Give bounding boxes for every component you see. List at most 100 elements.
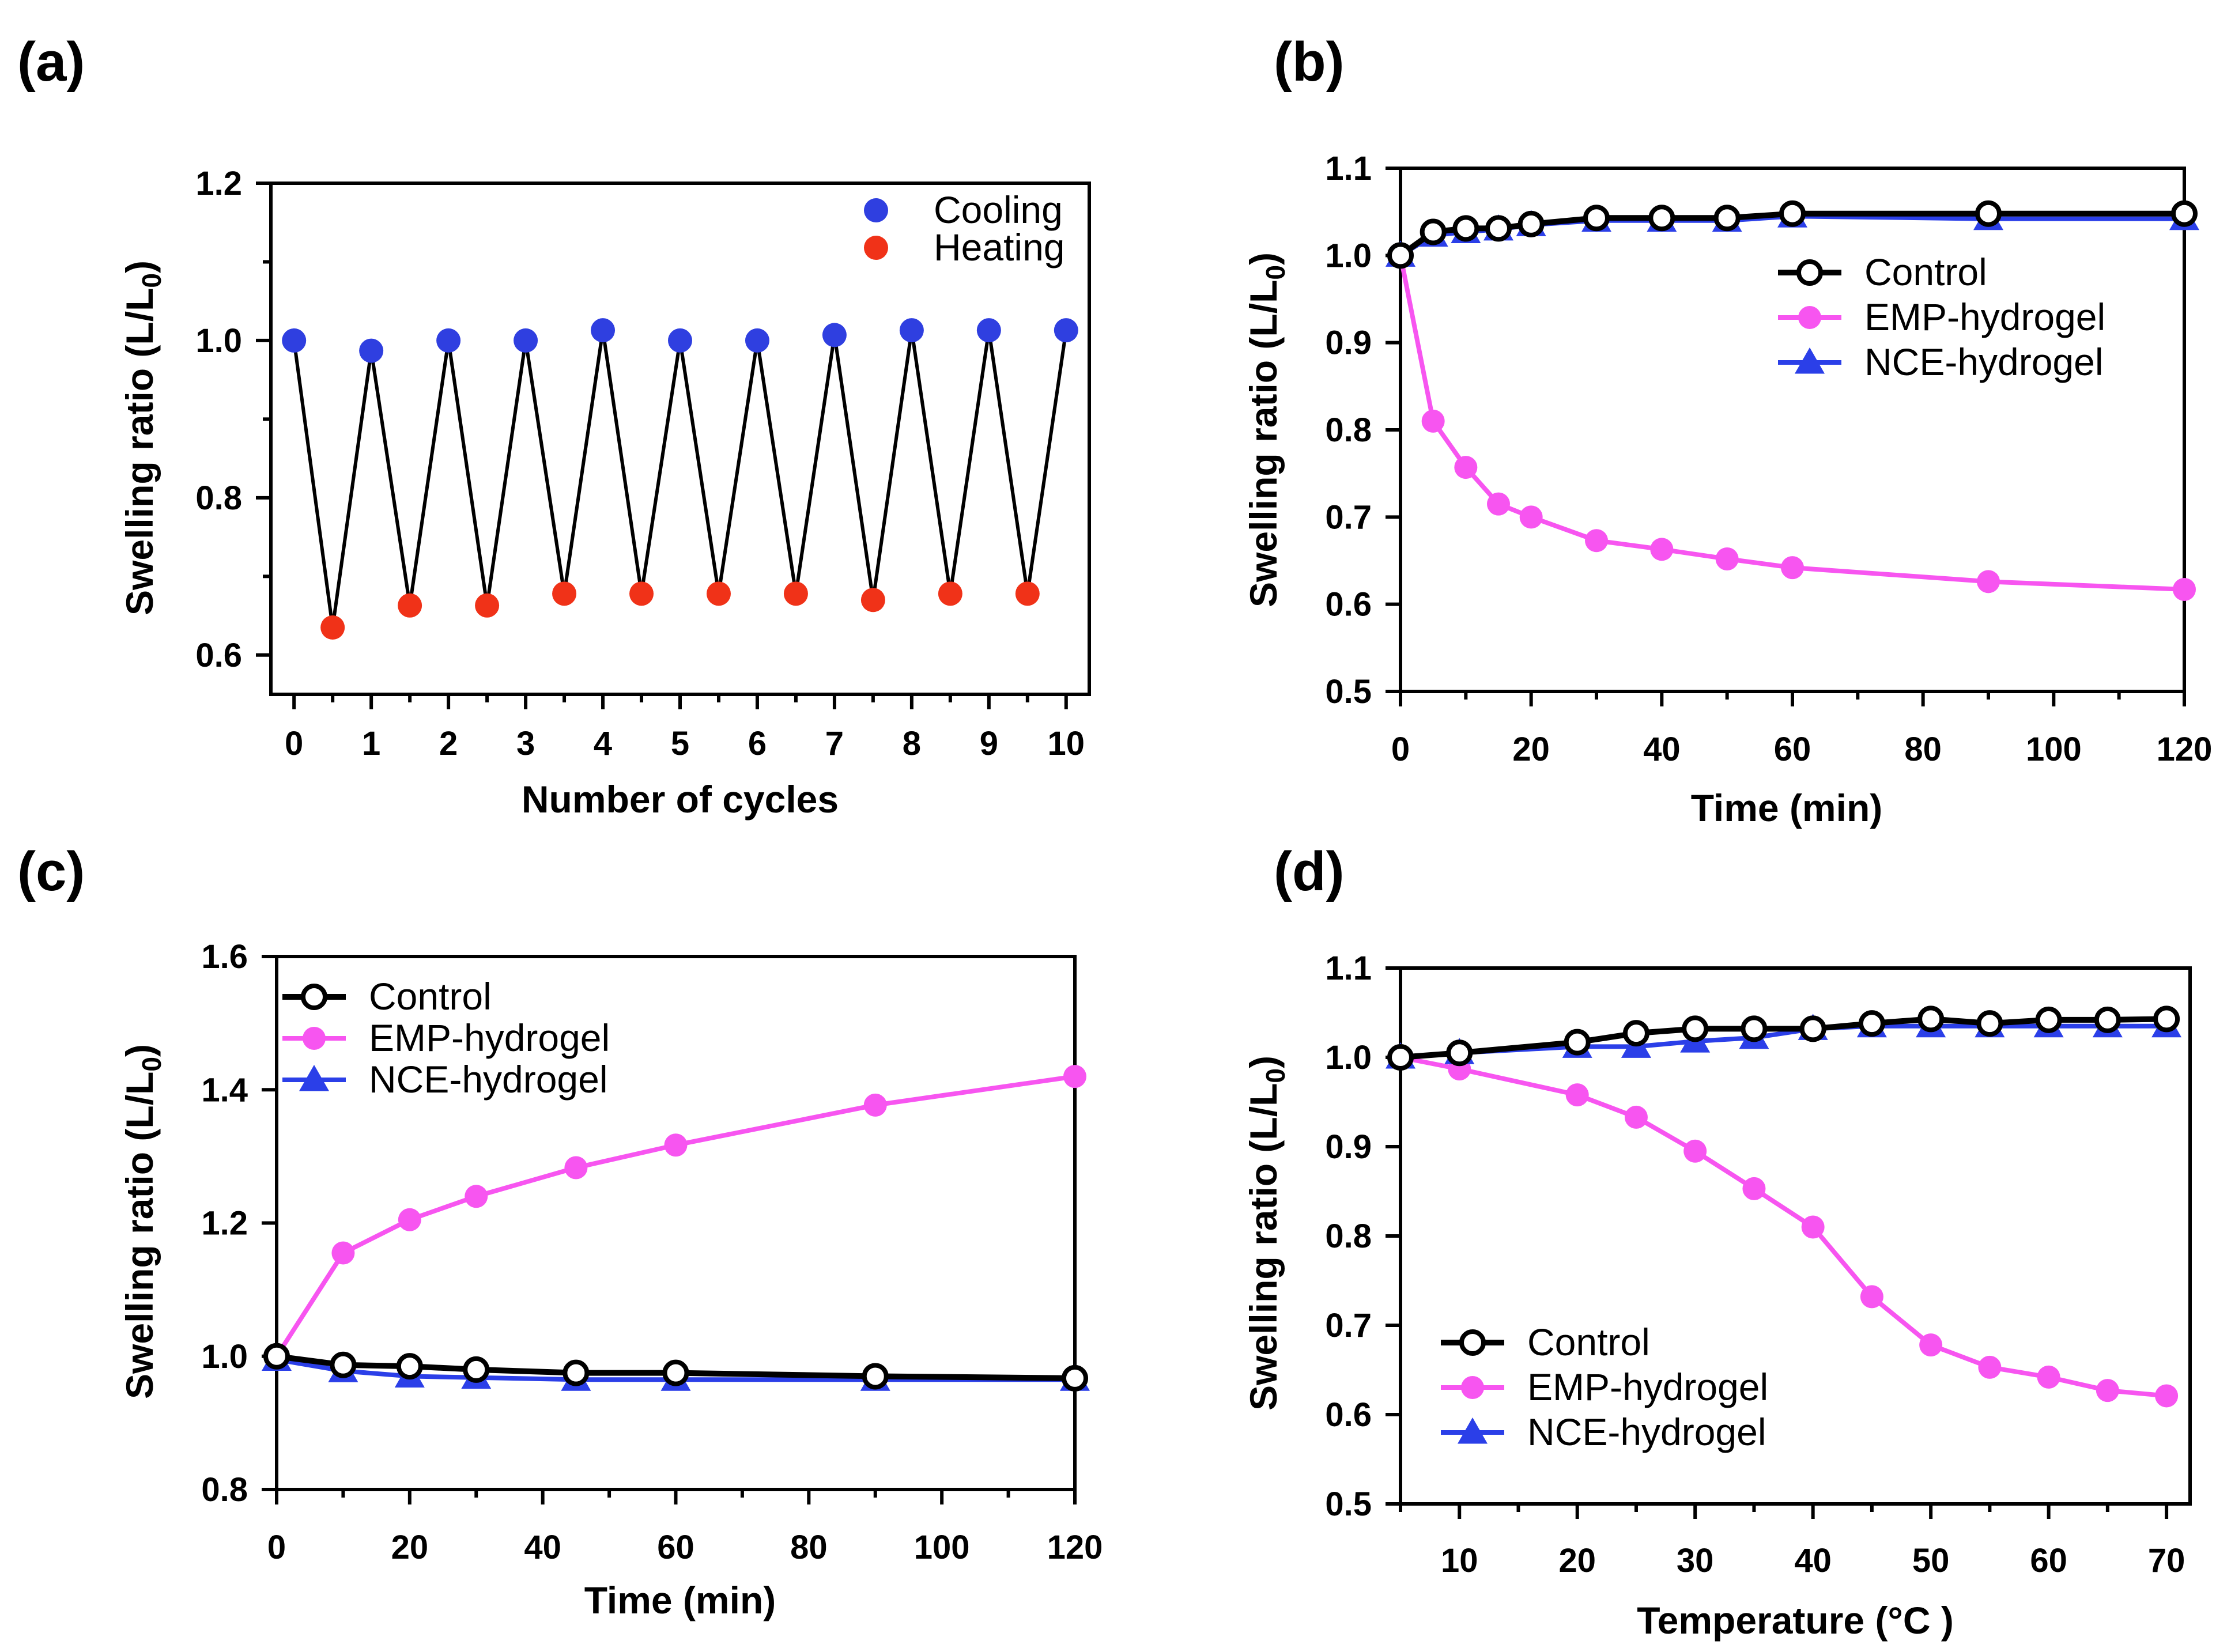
heating-point [552, 581, 577, 606]
emp-hydrogel-point [1421, 409, 1445, 433]
panel-label: (b) [1274, 31, 1345, 93]
emp-hydrogel-point [1624, 1105, 1648, 1129]
control-point [1387, 1044, 1414, 1071]
emp-hydrogel-line [274, 1074, 1075, 1358]
y-tick-label: 1.4 [201, 1071, 248, 1109]
control-point [1583, 205, 1610, 232]
emp-hydrogel-point [1519, 505, 1543, 529]
cooling-point [745, 328, 769, 353]
heating-point [860, 588, 885, 613]
panel-a: (a) 0 1 2 3 4 5 6 7 8 9 10 0.6 0.8 1.0 1.2 Swelling rati… [17, 31, 1091, 821]
x-tick-label: 70 [2148, 1542, 2185, 1579]
heating-point [783, 581, 808, 606]
x-tick-label: 3 [516, 725, 535, 762]
panel-label: (a) [17, 31, 85, 93]
legend-control-label: Control [369, 975, 492, 1018]
x-tick-label: 40 [1643, 731, 1681, 768]
control-point [1517, 210, 1545, 237]
emp-hydrogel-point [398, 1208, 421, 1231]
y-tick-label: 1.6 [201, 938, 248, 976]
x-tick-label: 6 [748, 725, 767, 762]
x-tick-label: 0 [1391, 731, 1410, 768]
control-point [1420, 218, 1447, 245]
x-tick-label: 30 [1677, 1542, 1714, 1579]
x-tick-label: 0 [267, 1529, 286, 1566]
panel-label: (d) [1274, 841, 1345, 902]
x-tick-label: 120 [2157, 731, 2213, 768]
heating-point [475, 593, 500, 618]
emp-hydrogel-point [1487, 492, 1510, 516]
heating-point [1015, 581, 1040, 606]
emp-hydrogel-point [1978, 1355, 2002, 1379]
emp-hydrogel-point [564, 1156, 588, 1180]
x-axis-title: Temperature (°C ) [1637, 1599, 1954, 1642]
control-point [1779, 200, 1806, 227]
y-tick-label: 0.7 [1325, 1307, 1372, 1344]
emp-hydrogel-point [2037, 1365, 2060, 1389]
x-tick-label: 60 [2030, 1542, 2067, 1579]
x-tick-label: 5 [671, 725, 689, 762]
emp-hydrogel-point [1801, 1215, 1825, 1239]
emp-hydrogel-point [465, 1185, 488, 1208]
cooling-point [976, 318, 1001, 343]
control-point [1387, 242, 1414, 269]
control-point [330, 1351, 357, 1378]
emp-hydrogel-point [1919, 1333, 1943, 1357]
cooling-point [591, 318, 616, 343]
panel-label: (c) [17, 841, 85, 902]
heating-point [629, 581, 654, 606]
control-point [463, 1356, 490, 1383]
x-tick-label: 60 [657, 1529, 694, 1566]
emp-hydrogel-point [331, 1241, 355, 1265]
control-point [662, 1359, 689, 1386]
control-point [1799, 1015, 1826, 1042]
control-point [1446, 1039, 1473, 1067]
cooling-point [1054, 318, 1078, 343]
x-tick-label: 40 [524, 1529, 561, 1566]
control-point [1976, 1010, 2003, 1037]
legend-control-marker [1459, 1329, 1486, 1356]
emp-hydrogel-point [1683, 1139, 1707, 1163]
legend-emp-hydrogel-marker [303, 1027, 326, 1050]
y-tick-label: 0.8 [1325, 411, 1372, 449]
control-point [862, 1363, 889, 1390]
control-point [1452, 215, 1479, 242]
y-axis-title: Swelling ratio (L/L0) [118, 260, 167, 615]
legend-control-label: Control [1864, 251, 1987, 293]
legend-nce-hydrogel-label: NCE-hydrogel [1864, 341, 2104, 383]
cooling-point [514, 328, 538, 353]
x-axis-title: Number of cycles [522, 778, 839, 821]
legend-nce-hydrogel-marker [299, 1065, 329, 1091]
control-point [1975, 200, 2002, 227]
heating-point [320, 615, 345, 640]
legend-cooling-label: Cooling [934, 188, 1063, 231]
legend-emp-hydrogel-label: EMP-hydrogel [1864, 296, 2105, 338]
emp-hydrogel-point [1977, 570, 2000, 593]
plot-frame [1399, 167, 2186, 693]
x-tick-label: 4 [594, 725, 612, 762]
x-tick-label: 10 [1048, 725, 1085, 762]
y-tick-label: 0.5 [1325, 1485, 1372, 1523]
y-tick-label: 0.6 [195, 637, 242, 674]
x-tick-label: 2 [439, 725, 458, 762]
legend-nce-hydrogel-marker [1458, 1417, 1488, 1444]
control-point [2035, 1006, 2062, 1033]
x-tick-label: 8 [903, 725, 921, 762]
emp-hydrogel-point [1781, 556, 1804, 580]
legend-nce-hydrogel-label: NCE-hydrogel [369, 1058, 608, 1101]
y-tick-label: 0.8 [195, 479, 242, 517]
control-point [1682, 1015, 1709, 1042]
control-point [2094, 1006, 2121, 1033]
y-tick-label: 0.9 [1325, 324, 1372, 362]
y-axis-title: Swelling ratio (L/L0) [1242, 1056, 1290, 1411]
x-tick-label: 40 [1794, 1542, 1832, 1579]
cooling-point [282, 328, 307, 353]
y-tick-label: 0.7 [1325, 498, 1372, 536]
control-point [1858, 1010, 1885, 1037]
y-tick-label: 1.0 [201, 1338, 248, 1375]
y-tick-label: 0.8 [1325, 1218, 1372, 1255]
x-tick-label: 9 [980, 725, 998, 762]
legend-emp-hydrogel-marker [1798, 306, 1821, 329]
cooling-point [436, 328, 461, 353]
emp-hydrogel-point [1454, 456, 1478, 479]
